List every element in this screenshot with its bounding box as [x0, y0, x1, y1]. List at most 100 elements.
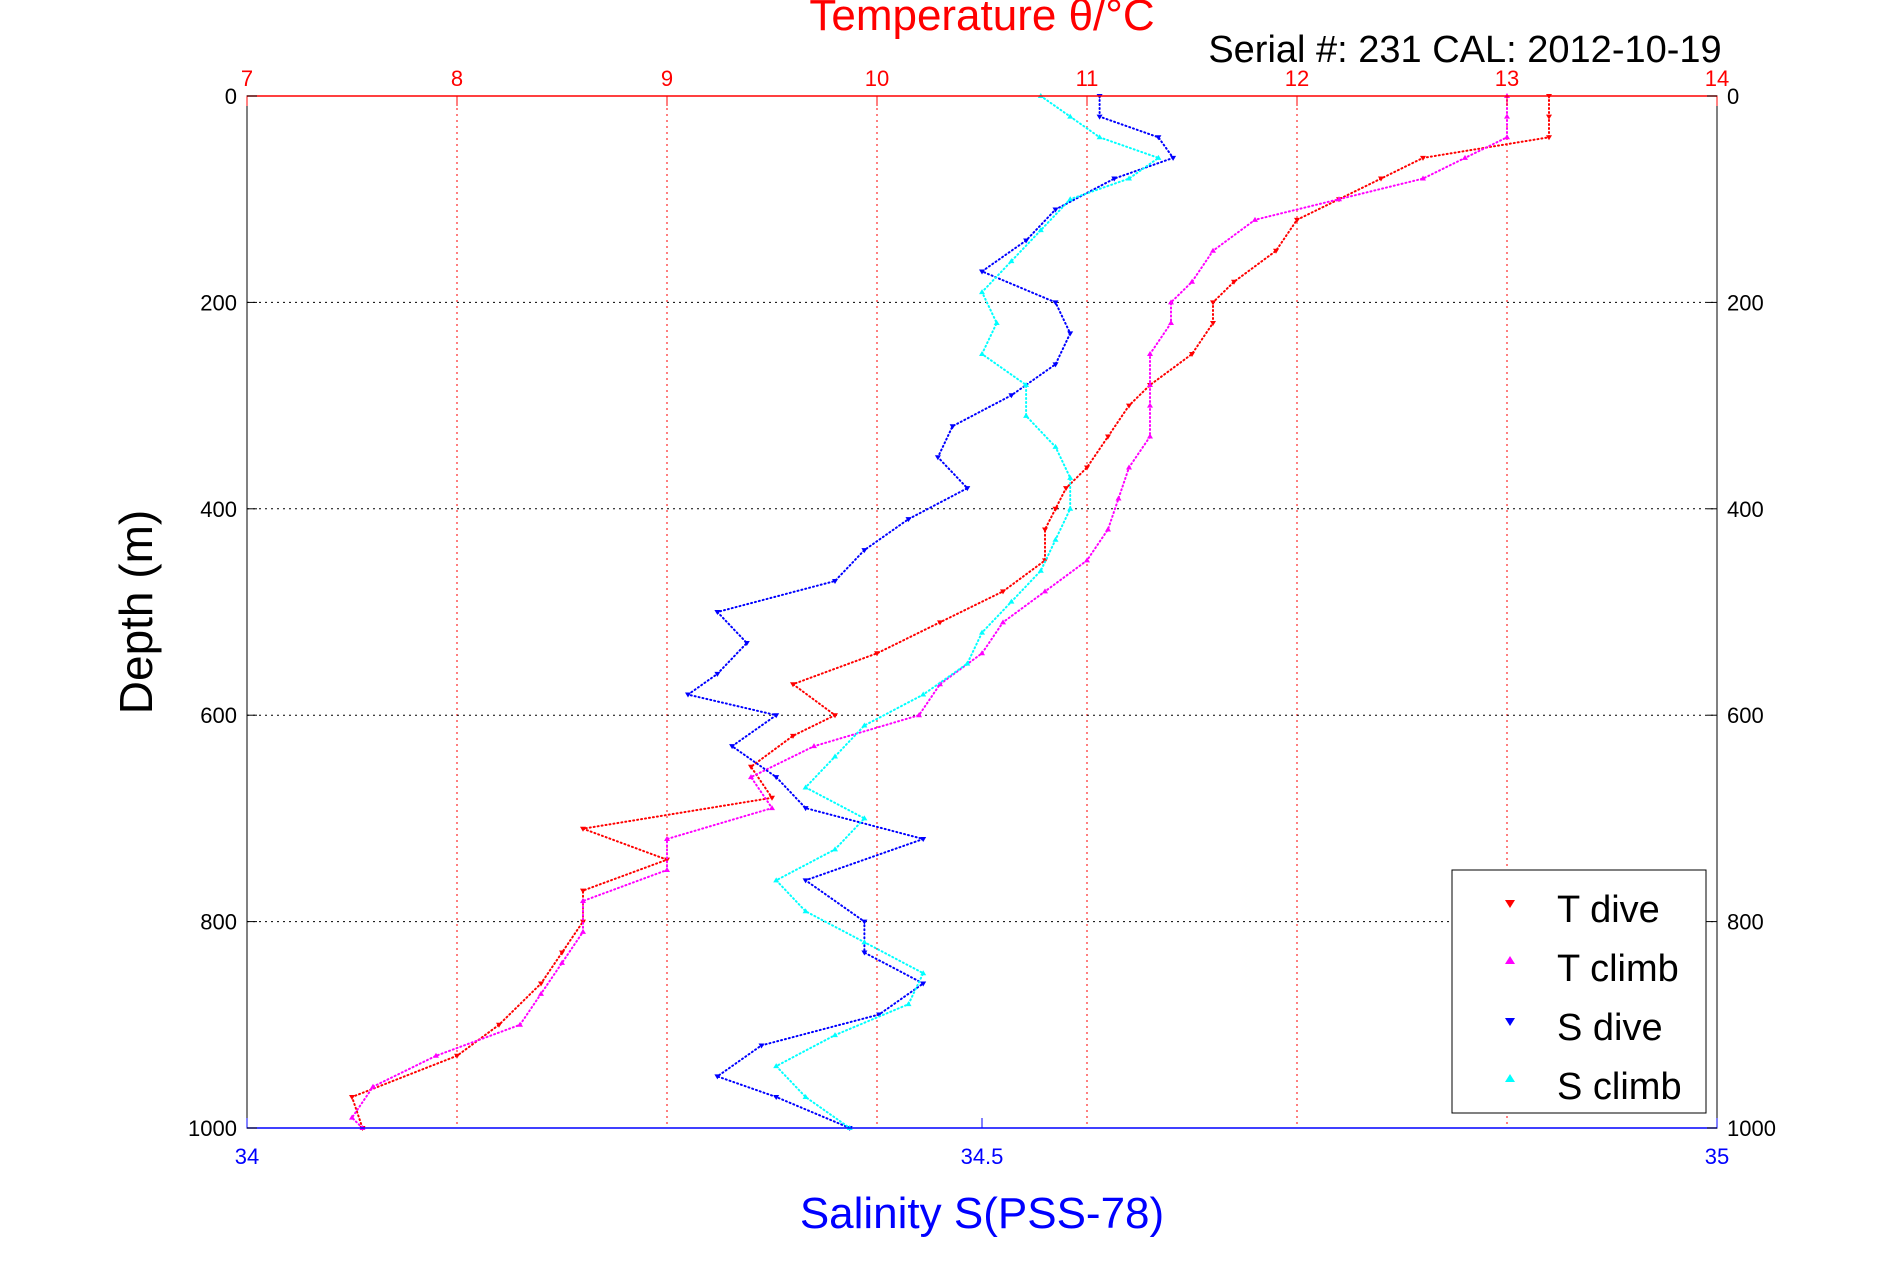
depth-tick-label-left: 800	[200, 910, 237, 935]
legend-label-s-climb: S climb	[1557, 1066, 1682, 1108]
data-marks	[349, 93, 1552, 1131]
data-point-s-dive	[743, 640, 750, 646]
data-point-s-climb	[1008, 258, 1015, 264]
data-point-s-climb	[1023, 381, 1030, 387]
data-point-s-dive	[729, 744, 736, 750]
data-point-s-dive	[1052, 207, 1059, 213]
data-point-t-climb	[1147, 351, 1153, 356]
axis-ticks: 7 8 9 10 11 12 13 14 34 34.5 35 0 0 200 200 400 400 600 60…	[188, 66, 1776, 1169]
data-point-s-climb	[1052, 536, 1059, 542]
data-point-t-climb	[1042, 588, 1048, 594]
data-point-t-climb	[1504, 113, 1510, 119]
data-point-t-dive	[790, 733, 796, 739]
data-point-s-dive	[832, 579, 838, 585]
depth-tick-label-left: 400	[200, 497, 237, 522]
data-point-s-climb	[964, 660, 971, 666]
data-point-t-dive	[538, 981, 544, 987]
legend-item-t-dive: T dive	[1505, 889, 1660, 931]
data-point-s-dive	[773, 775, 780, 781]
data-point-s-climb	[802, 908, 809, 914]
temp-tick-label: 13	[1495, 66, 1519, 91]
data-point-s-dive	[1067, 331, 1074, 337]
data-point-t-dive	[580, 888, 586, 894]
data-point-s-climb	[979, 351, 985, 356]
data-point-t-climb	[1462, 154, 1468, 160]
data-point-t-climb	[1126, 464, 1132, 470]
data-point-t-climb	[1168, 320, 1174, 326]
data-point-s-climb	[802, 784, 809, 790]
data-point-s-climb	[1067, 505, 1074, 511]
data-point-s-climb	[1067, 196, 1074, 202]
data-point-s-climb	[1126, 175, 1132, 181]
series-line-s-climb	[774, 95, 1161, 1129]
depth-tick-label-left: 1000	[188, 1116, 237, 1141]
data-point-t-climb	[1147, 381, 1153, 387]
data-point-t-dive	[349, 1095, 355, 1101]
depth-tick-label-left: 200	[200, 290, 237, 315]
data-point-t-climb	[1252, 216, 1258, 222]
temp-tick-label: 11	[1076, 66, 1099, 91]
data-point-t-dive	[1063, 486, 1069, 492]
data-point-t-climb	[580, 928, 586, 934]
data-point-s-dive	[979, 269, 985, 275]
data-point-t-climb	[1115, 495, 1122, 501]
data-point-t-climb	[1105, 526, 1111, 532]
data-point-t-dive	[580, 826, 586, 832]
data-point-t-dive	[664, 857, 670, 863]
data-point-s-climb	[979, 289, 985, 295]
data-point-t-dive	[1546, 135, 1552, 141]
data-point-s-climb	[773, 877, 780, 883]
data-point-t-dive	[1231, 279, 1237, 285]
temp-tick-label: 7	[241, 66, 253, 91]
data-point-t-dive	[1052, 506, 1059, 512]
data-point-s-climb	[1037, 227, 1044, 233]
data-point-t-dive	[937, 620, 943, 626]
temp-tick-label: 14	[1705, 66, 1729, 91]
data-point-t-climb	[349, 1114, 355, 1120]
legend-box	[1451, 869, 1707, 1114]
data-point-s-dive	[934, 455, 941, 461]
data-point-s-dive	[861, 548, 868, 554]
data-point-t-dive	[769, 795, 775, 801]
data-point-s-climb	[993, 320, 1000, 326]
depth-tick-label-left: 0	[225, 84, 237, 109]
data-point-t-climb	[1147, 433, 1153, 439]
data-point-s-climb	[773, 1063, 780, 1069]
data-point-s-dive	[685, 692, 691, 698]
x-axis-label: Salinity S(PSS-78)	[800, 1189, 1164, 1238]
data-point-t-dive	[1126, 403, 1132, 409]
chart-title: Temperature θ/°C	[809, 0, 1154, 40]
data-point-s-dive	[802, 806, 809, 812]
data-point-t-dive	[748, 764, 754, 770]
data-point-s-dive	[876, 1012, 883, 1018]
data-point-s-climb	[905, 1001, 912, 1007]
legend-label-t-dive: T dive	[1557, 889, 1660, 931]
data-point-s-climb	[1037, 567, 1044, 573]
data-point-t-climb	[1147, 402, 1153, 408]
data-point-s-dive	[1111, 176, 1118, 182]
data-point-t-dive	[1210, 300, 1216, 306]
data-point-t-climb	[916, 712, 922, 718]
data-point-s-climb	[1008, 598, 1015, 604]
temp-tick-label: 10	[865, 66, 889, 91]
series-line-t-climb	[350, 95, 1508, 1129]
data-point-s-climb	[979, 629, 985, 635]
data-point-t-dive	[496, 1022, 502, 1028]
data-point-s-climb	[861, 939, 868, 945]
data-point-s-dive	[714, 1074, 721, 1080]
depth-tick-label-right: 400	[1727, 497, 1764, 522]
data-point-t-dive	[832, 713, 838, 719]
data-point-s-dive	[1052, 362, 1059, 368]
data-point-t-dive	[1042, 527, 1048, 533]
data-point-s-dive	[714, 671, 721, 677]
data-point-t-climb	[769, 805, 775, 811]
data-point-t-dive	[1420, 155, 1426, 161]
data-point-t-climb	[979, 650, 985, 656]
temp-tick-label: 8	[451, 66, 463, 91]
data-point-t-climb	[538, 990, 544, 996]
data-point-s-climb	[861, 815, 868, 821]
data-point-s-climb	[861, 722, 868, 728]
depth-tick-label-right: 200	[1727, 290, 1764, 315]
data-point-t-dive	[454, 1053, 460, 1059]
legend-item-s-climb: S climb	[1505, 1066, 1682, 1108]
